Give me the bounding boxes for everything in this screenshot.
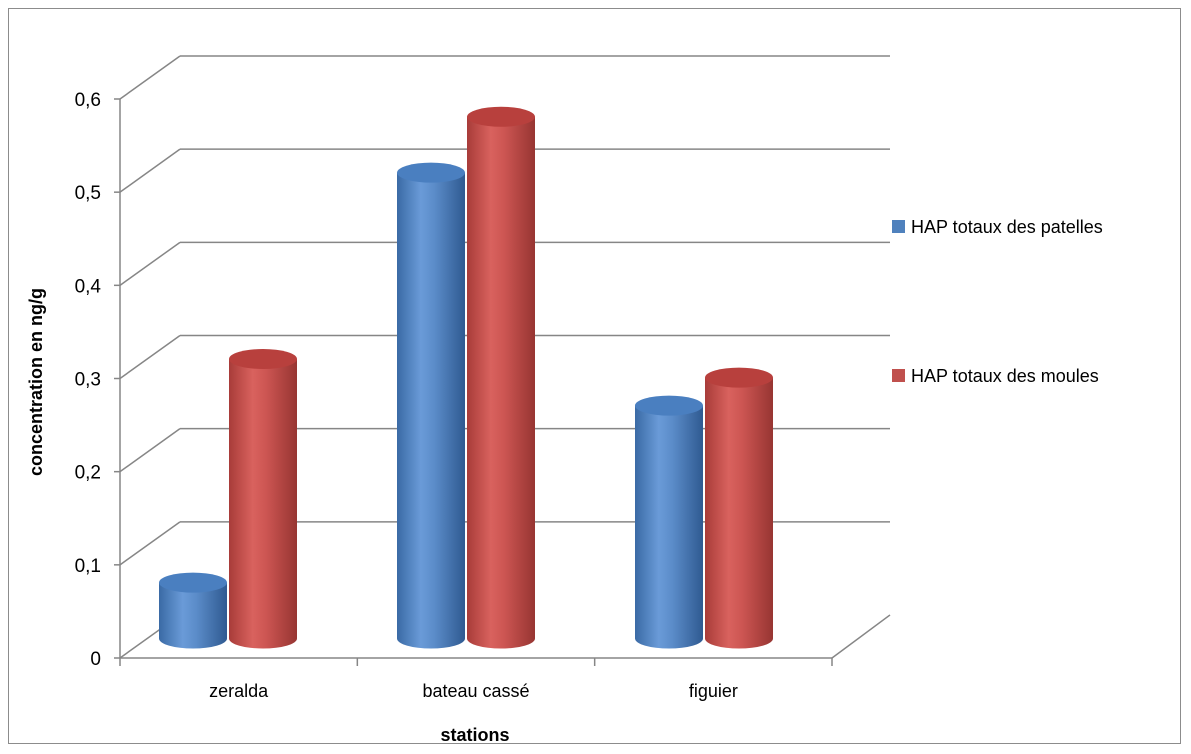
bar-top xyxy=(635,395,703,416)
bar-patelles-0 xyxy=(159,572,227,649)
bar-body xyxy=(635,405,703,649)
y-tick-label: 0,4 xyxy=(75,276,102,297)
y-tick-label: 0,3 xyxy=(75,370,101,391)
legend-label-patelles: HAP totaux des patelles xyxy=(911,217,1103,237)
gridline-side xyxy=(119,241,181,286)
bar-body xyxy=(705,377,773,649)
x-category-labels: zeralda bateau cassé figuier xyxy=(209,681,738,701)
bar-body xyxy=(397,172,465,649)
bar-moules-1 xyxy=(467,106,535,649)
bar-patelles-2 xyxy=(635,395,703,649)
legend-label-moules: HAP totaux des moules xyxy=(911,366,1099,386)
bar-top xyxy=(467,106,535,127)
bar-moules-0 xyxy=(229,349,297,649)
bar-top xyxy=(159,572,227,593)
bar-moules-2 xyxy=(705,367,773,649)
x-category-label: zeralda xyxy=(209,681,269,701)
y-tick-label: 0,6 xyxy=(75,90,101,111)
bar-body xyxy=(467,116,535,649)
y-tick-label: 0,2 xyxy=(75,463,101,484)
bar-top xyxy=(229,349,297,369)
axes xyxy=(114,98,891,666)
gridline-side xyxy=(119,334,181,380)
legend-swatch-patelles xyxy=(892,220,905,233)
bars xyxy=(159,106,773,649)
gridline-side xyxy=(119,521,181,566)
x-category-label: bateau cassé xyxy=(422,681,529,701)
gridline-side xyxy=(119,55,181,100)
y-tick-label: 0 xyxy=(90,649,101,670)
bar-body xyxy=(159,582,227,649)
gridline-side xyxy=(119,148,181,193)
legend: HAP totaux des patelles HAP totaux des m… xyxy=(892,217,1103,386)
y-tick-label: 0,5 xyxy=(75,183,101,204)
x-category-label: figuier xyxy=(689,681,738,701)
gridline-side xyxy=(119,428,181,473)
legend-swatch-moules xyxy=(892,369,905,382)
y-tick-label: 0,1 xyxy=(75,556,101,577)
y-tick-labels: 0 0,1 0,2 0,3 0,4 0,5 0,6 xyxy=(75,90,102,670)
floor-edge-right xyxy=(831,614,891,659)
bar-body xyxy=(229,359,297,649)
bar-top xyxy=(705,367,773,388)
bar-top xyxy=(397,162,465,183)
bar-patelles-1 xyxy=(397,162,465,649)
x-axis-title: stations xyxy=(440,725,509,745)
y-axis-title: concentration en ng/g xyxy=(26,288,46,476)
